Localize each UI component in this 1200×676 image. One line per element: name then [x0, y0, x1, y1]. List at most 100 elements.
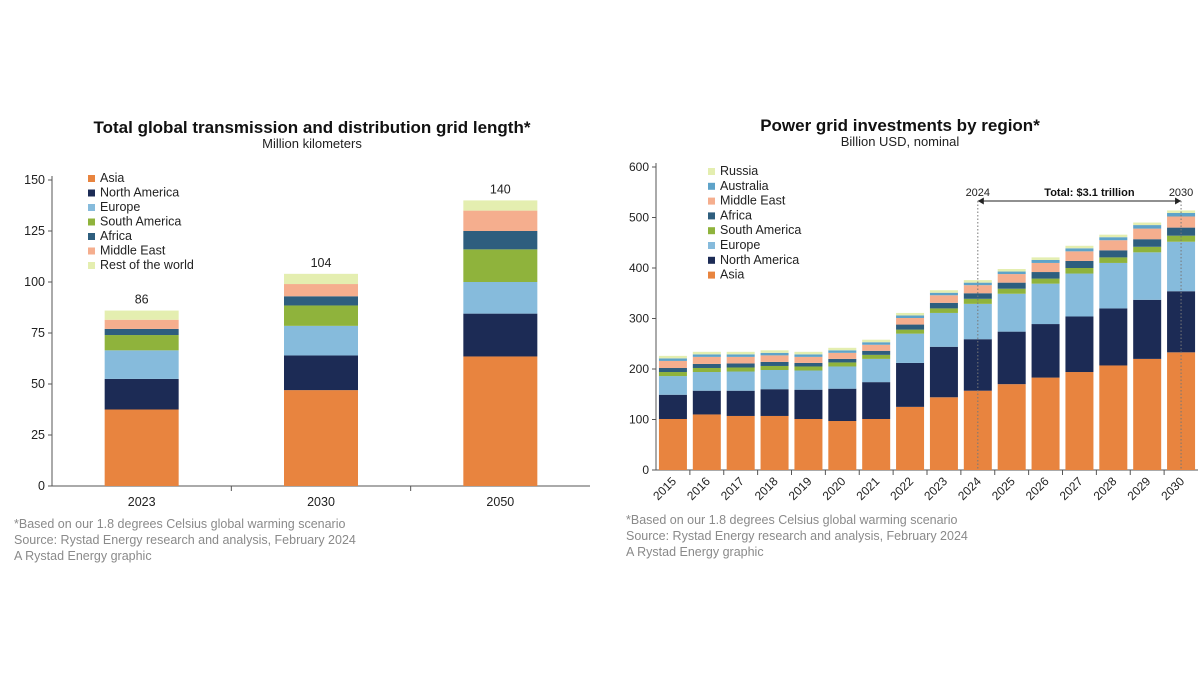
legend-swatch-asia	[88, 175, 95, 182]
x-tick-label-2026: 2026	[1023, 474, 1052, 503]
bar-segment-russia-2027	[1065, 245, 1094, 249]
bar-segment-asia-2022	[896, 406, 925, 470]
bar-segment-australia-2028	[1099, 237, 1128, 241]
bar-segment-europe-2029	[1133, 252, 1162, 300]
x-tick-label-2021: 2021	[854, 474, 883, 503]
bar-segment-africa-2030	[284, 296, 358, 306]
bar-segment-asia-2020	[828, 421, 857, 470]
x-tick-label-2023: 2023	[128, 495, 156, 509]
bar-segment-europe-2019	[794, 370, 823, 390]
left-chart-panel: Total global transmission and distributi…	[14, 118, 590, 564]
y-tick-label: 300	[629, 312, 649, 326]
bar-segment-middle-east-2017	[726, 356, 755, 364]
bar-segment-north-america-2023	[104, 378, 179, 410]
x-tick-label-2029: 2029	[1125, 474, 1154, 503]
legend-swatch-middle-east	[708, 197, 715, 205]
x-tick-label-2016: 2016	[684, 474, 713, 503]
bar-segment-middle-east-2020	[828, 352, 857, 359]
bar-segment-asia-2050	[463, 356, 538, 486]
bar-segment-rest-of-the-world-2050	[463, 200, 538, 211]
legend-label-middle-east: Middle East	[720, 194, 786, 208]
bar-segment-africa-2050	[463, 231, 538, 250]
legend-label-north-america: North America	[100, 186, 179, 200]
y-tick-label: 150	[24, 173, 45, 187]
x-tick-label-2027: 2027	[1057, 474, 1086, 503]
bar-segment-russia-2024	[963, 280, 992, 283]
bar-segment-africa-2023	[929, 302, 958, 309]
bar-segment-russia-2025	[997, 269, 1026, 272]
bar-segment-africa-2028	[1099, 250, 1128, 258]
left-footnote-1: *Based on our 1.8 degrees Celsius global…	[14, 517, 346, 531]
left-footnotes: *Based on our 1.8 degrees Celsius global…	[14, 516, 356, 564]
legend-label-australia: Australia	[720, 179, 769, 193]
bar-segment-africa-2030	[1167, 227, 1196, 236]
y-tick-label: 125	[24, 224, 45, 238]
bar-segment-middle-east-2025	[997, 274, 1026, 283]
bar-segment-australia-2017	[726, 354, 755, 357]
bar-segment-africa-2017	[726, 363, 755, 368]
bar-segment-south-america-2024	[963, 298, 992, 304]
bar-segment-africa-2029	[1133, 239, 1162, 247]
bar-segment-south-america-2021	[862, 354, 891, 359]
bar-segment-north-america-2016	[692, 390, 721, 415]
bar-segment-australia-2029	[1133, 225, 1162, 229]
bar-segment-australia-2023	[929, 292, 958, 296]
bar-segment-russia-2015	[658, 355, 687, 359]
bar-segment-south-america-2020	[828, 362, 857, 367]
left-footnote-2: Source: Rystad Energy research and analy…	[14, 533, 356, 547]
bar-segment-south-america-2030	[1167, 235, 1196, 242]
bar-segment-north-america-2029	[1133, 299, 1162, 359]
legend-swatch-north-america	[88, 189, 95, 197]
annotation-arrowhead-right	[1175, 197, 1182, 205]
bar-segment-south-america-2030	[284, 305, 358, 326]
bar-segment-north-america-2050	[463, 313, 538, 357]
bar-segment-north-america-2020	[828, 388, 857, 422]
legend-swatch-asia	[708, 271, 715, 279]
bar-segment-africa-2021	[862, 350, 891, 355]
y-tick-label: 500	[629, 211, 649, 225]
legend-swatch-rest-of-the-world	[88, 262, 95, 269]
y-tick-label: 200	[629, 362, 649, 376]
bar-segment-south-america-2026	[1031, 278, 1060, 284]
bar-segment-europe-2026	[1031, 283, 1060, 325]
bar-segment-africa-2025	[997, 282, 1026, 289]
bar-segment-russia-2022	[896, 312, 925, 316]
legend-label-russia: Russia	[720, 164, 758, 178]
bar-segment-middle-east-2026	[1031, 262, 1060, 273]
bar-segment-africa-2016	[692, 363, 721, 368]
bar-segment-africa-2026	[1031, 272, 1060, 279]
right-footnote-3: A Rystad Energy graphic	[626, 545, 764, 559]
bar-segment-russia-2017	[726, 351, 755, 355]
bar-segment-asia-2030	[284, 390, 358, 486]
bar-segment-europe-2017	[726, 371, 755, 391]
legend-label-middle-east: Middle East	[100, 244, 166, 258]
bar-segment-australia-2022	[896, 315, 925, 318]
x-tick-label-2022: 2022	[887, 474, 916, 503]
y-tick-label: 600	[629, 160, 649, 174]
right-footnote-2: Source: Rystad Energy research and analy…	[626, 529, 968, 543]
x-tick-label-2024: 2024	[955, 474, 984, 503]
bar-segment-south-america-2025	[997, 288, 1026, 294]
right-chart-title: Power grid investments by region*	[760, 116, 1040, 135]
bar-segment-north-america-2026	[1031, 324, 1060, 378]
total-label-2023: 86	[135, 293, 149, 307]
legend-swatch-south-america	[88, 218, 95, 226]
bar-segment-europe-2021	[862, 358, 891, 383]
y-tick-label: 25	[31, 428, 45, 442]
legend-label-europe: Europe	[720, 238, 760, 252]
legend-swatch-middle-east	[88, 247, 95, 255]
legend-label-south-america: South America	[100, 215, 181, 229]
bar-segment-middle-east-2023	[104, 319, 179, 329]
bar-segment-north-america-2023	[929, 346, 958, 398]
bar-segment-north-america-2028	[1099, 308, 1128, 366]
bar-segment-north-america-2018	[760, 389, 789, 416]
bar-segment-middle-east-2016	[692, 356, 721, 364]
bar-segment-russia-2029	[1133, 222, 1162, 226]
bar-segment-australia-2015	[658, 358, 687, 361]
bar-segment-middle-east-2015	[658, 360, 687, 368]
bar-segment-middle-east-2023	[929, 295, 958, 303]
bar-segment-russia-2026	[1031, 257, 1060, 260]
bar-segment-south-america-2029	[1133, 246, 1162, 253]
bar-segment-asia-2024	[963, 390, 992, 470]
bar-segment-middle-east-2021	[862, 344, 891, 351]
